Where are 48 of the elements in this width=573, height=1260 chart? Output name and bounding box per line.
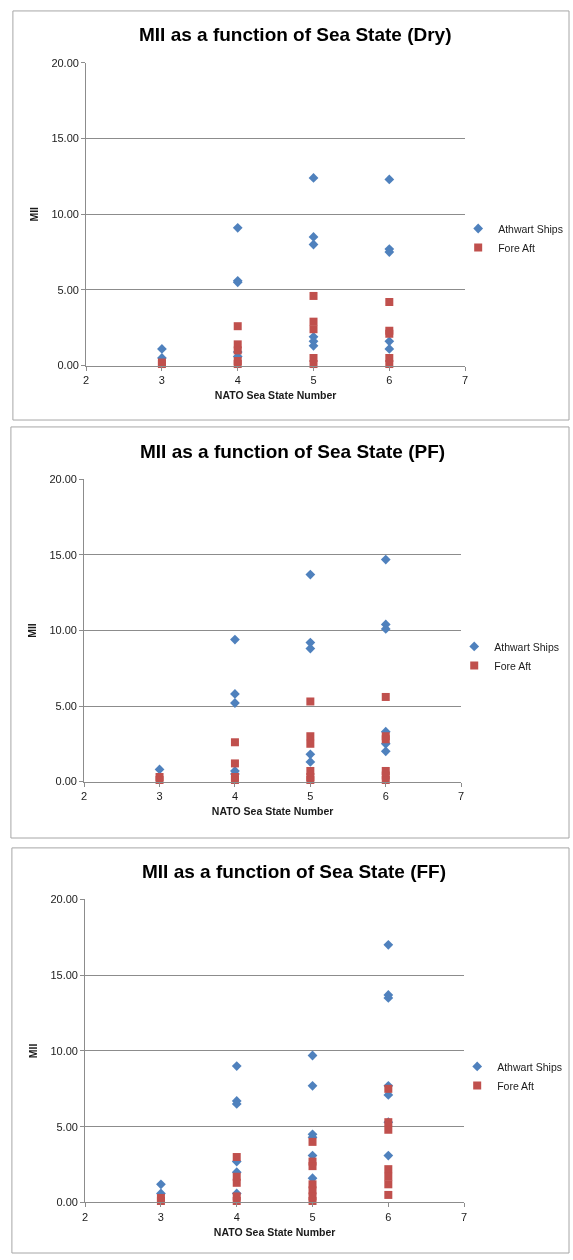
y-tick-label: 5.00	[55, 699, 77, 712]
x-tick-label: 6	[382, 789, 389, 802]
x-tick-label: 5	[309, 1210, 316, 1223]
chart-title: MII as a function of Sea State (PF)	[140, 441, 446, 462]
x-tick-label: 2	[81, 789, 88, 802]
y-tick-label: 20.00	[50, 893, 78, 906]
legend-label: Athwart Ships	[498, 222, 563, 235]
legend-label: Fore Aft	[498, 241, 536, 254]
y-axis-title: MII	[28, 206, 41, 222]
x-tick-label: 3	[157, 1210, 164, 1223]
x-tick-label: 4	[233, 1210, 240, 1223]
x-axis-title: NATO Sea State Number	[213, 1225, 336, 1238]
x-tick-label: 2	[82, 1210, 89, 1223]
y-tick-label: 0.00	[55, 775, 77, 788]
y-tick-label: 15.00	[50, 969, 78, 982]
legend-label: Fore Aft	[497, 1079, 535, 1092]
x-tick-label: 7	[461, 1210, 468, 1223]
y-tick-label: 10.00	[51, 208, 79, 221]
x-axis-title: NATO Sea State Number	[214, 388, 337, 401]
x-tick-label: 3	[158, 373, 165, 386]
x-tick-label: 3	[156, 789, 163, 802]
y-tick-label: 10.00	[49, 624, 77, 637]
y-tick-label: 20.00	[49, 473, 77, 486]
x-tick-label: 7	[462, 373, 469, 386]
y-tick-label: 15.00	[49, 548, 77, 561]
y-tick-label: 20.00	[51, 56, 79, 69]
legend-label: Athwart Ships	[494, 640, 560, 653]
y-tick-label: 5.00	[57, 283, 79, 296]
y-tick-label: 0.00	[57, 359, 79, 372]
x-tick-label: 7	[458, 789, 465, 802]
chart-title: MII as a function of Sea State (Dry)	[139, 24, 452, 45]
x-tick-label: 6	[386, 373, 393, 386]
x-axis-title: NATO Sea State Number	[211, 804, 334, 817]
x-tick-label: 4	[234, 373, 241, 386]
y-axis-title: MII	[26, 623, 39, 638]
legend-label: Athwart Ships	[497, 1060, 562, 1073]
chart-title: MII as a function of Sea State (FF)	[142, 861, 447, 882]
y-tick-label: 15.00	[51, 132, 79, 145]
x-tick-label: 5	[307, 789, 314, 802]
y-tick-label: 10.00	[50, 1044, 78, 1057]
x-tick-label: 6	[385, 1210, 392, 1223]
x-tick-label: 4	[231, 789, 238, 802]
x-tick-label: 5	[310, 373, 317, 386]
y-tick-label: 5.00	[56, 1120, 78, 1133]
y-axis-title: MII	[27, 1043, 40, 1059]
legend-label: Fore Aft	[494, 659, 532, 672]
x-tick-label: 2	[83, 373, 90, 386]
y-tick-label: 0.00	[56, 1196, 78, 1209]
